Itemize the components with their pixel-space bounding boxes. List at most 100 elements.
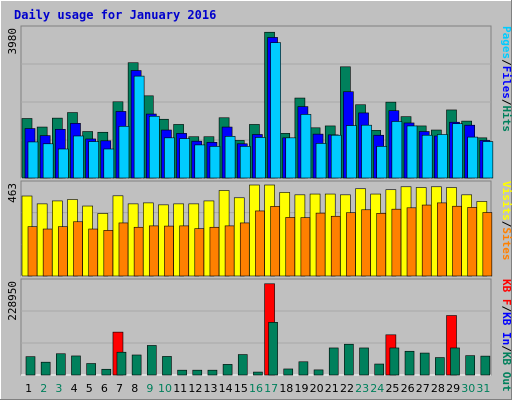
bar-sites-day-8 bbox=[133, 226, 144, 277]
day-label-3: 3 bbox=[55, 382, 62, 395]
bar-sites-day-31 bbox=[482, 212, 493, 277]
day-label-29: 29 bbox=[446, 382, 460, 395]
bar-kb-out-day-10 bbox=[162, 356, 172, 376]
bar-kb-out-day-9 bbox=[146, 345, 157, 376]
day-label-12: 12 bbox=[188, 382, 202, 395]
bar-kb-out-day-7 bbox=[116, 351, 127, 376]
bar-pages-day-26 bbox=[406, 125, 418, 179]
bar-kb-out-day-29 bbox=[450, 347, 460, 376]
legend-1: Pages/Files/Hits bbox=[500, 26, 512, 132]
series-sites bbox=[27, 202, 493, 277]
bar-pages-day-29 bbox=[452, 123, 463, 179]
bar-pages-day-9 bbox=[148, 115, 160, 179]
bar-kb-out-day-6 bbox=[101, 368, 112, 376]
bar-pages-day-6 bbox=[103, 148, 115, 179]
bar-pages-day-31 bbox=[482, 141, 494, 179]
legend-pages: Pages bbox=[500, 26, 512, 59]
day-label-18: 18 bbox=[279, 382, 293, 395]
series-visits bbox=[21, 184, 488, 277]
chart-title: Daily usage for January 2016 bbox=[14, 8, 216, 22]
bar-pages-day-5 bbox=[88, 141, 99, 179]
day-label-15: 15 bbox=[234, 382, 248, 395]
day-label-6: 6 bbox=[101, 382, 108, 395]
bar-pages-day-15 bbox=[239, 146, 251, 179]
bar-kb-out-day-17 bbox=[268, 322, 278, 376]
bar-sites-day-6 bbox=[103, 230, 114, 277]
legend-kb-out: KB Out bbox=[500, 352, 512, 392]
legend-separator: / bbox=[500, 221, 512, 228]
bar-pages-day-2 bbox=[42, 143, 54, 179]
bar-sites-day-22 bbox=[346, 212, 356, 277]
legend-separator: / bbox=[500, 59, 512, 66]
bar-pages-day-17 bbox=[270, 42, 281, 179]
legend-separator: / bbox=[500, 99, 512, 106]
day-label-1: 1 bbox=[25, 382, 32, 395]
bar-sites-day-16 bbox=[255, 210, 265, 277]
bar-kb-out-day-11 bbox=[177, 369, 187, 376]
bar-pages-day-7 bbox=[118, 126, 130, 179]
bar-sites-day-4 bbox=[73, 221, 83, 277]
svg-text:KB F/KB In/KB Out: KB F/KB In/KB Out bbox=[500, 279, 512, 392]
day-label-11: 11 bbox=[173, 382, 187, 395]
bar-kb-out-day-16 bbox=[253, 371, 263, 376]
svg-text:Pages/Files/Hits: Pages/Files/Hits bbox=[500, 26, 512, 132]
bar-kb-out-day-22 bbox=[344, 343, 354, 376]
day-label-19: 19 bbox=[294, 382, 308, 395]
bar-kb-out-day-5 bbox=[86, 363, 96, 376]
legend-visits: Visits bbox=[500, 181, 512, 221]
bar-sites-day-12 bbox=[194, 228, 205, 277]
bar-kb-out-day-13 bbox=[207, 369, 218, 376]
bar-kb-out-day-1 bbox=[25, 356, 36, 376]
legend-separator: / bbox=[500, 345, 512, 352]
bar-sites-day-26 bbox=[406, 207, 417, 277]
bar-pages-day-28 bbox=[437, 134, 448, 179]
legend-2: Visits/Sites bbox=[500, 181, 512, 261]
bar-pages-day-1 bbox=[27, 141, 39, 179]
day-label-16: 16 bbox=[249, 382, 263, 395]
bar-pages-day-30 bbox=[467, 136, 478, 179]
day-label-13: 13 bbox=[204, 382, 218, 395]
bar-pages-day-8 bbox=[133, 75, 145, 179]
bar-kb-out-day-30 bbox=[465, 355, 475, 376]
legend-kb-f: KB F bbox=[500, 279, 512, 306]
bar-kb-out-day-23 bbox=[359, 347, 369, 376]
bar-sites-day-5 bbox=[88, 228, 98, 277]
day-label-2: 2 bbox=[40, 382, 47, 395]
day-label-21: 21 bbox=[325, 382, 339, 395]
bar-sites-day-23 bbox=[361, 209, 371, 277]
bar-sites-day-27 bbox=[421, 204, 432, 277]
legend-sites: Sites bbox=[500, 227, 512, 260]
day-label-20: 20 bbox=[310, 382, 324, 395]
bar-kb-out-day-24 bbox=[374, 363, 385, 376]
bar-sites-day-30 bbox=[467, 207, 477, 277]
bar-sites-day-15 bbox=[239, 222, 250, 277]
day-label-17: 17 bbox=[264, 382, 278, 395]
bar-pages-day-21 bbox=[330, 134, 342, 179]
bar-pages-day-27 bbox=[421, 134, 433, 179]
legend-3: KB F/KB In/KB Out bbox=[500, 279, 512, 392]
day-label-30: 30 bbox=[461, 382, 475, 395]
bar-kb-out-day-4 bbox=[71, 355, 81, 376]
legend-hits: Hits bbox=[500, 106, 512, 133]
bar-pages-day-19 bbox=[300, 114, 312, 179]
bar-kb-out-day-28 bbox=[435, 357, 445, 376]
bar-sites-day-17 bbox=[270, 206, 280, 277]
bar-pages-day-3 bbox=[58, 148, 69, 179]
bar-kb-out-day-3 bbox=[56, 353, 66, 376]
bar-sites-day-28 bbox=[437, 202, 447, 277]
bar-sites-day-11 bbox=[179, 225, 189, 277]
day-label-5: 5 bbox=[86, 382, 93, 395]
day-label-10: 10 bbox=[158, 382, 172, 395]
bar-pages-day-22 bbox=[346, 125, 357, 179]
bar-kb-out-day-26 bbox=[404, 350, 415, 376]
day-label-26: 26 bbox=[401, 382, 415, 395]
bar-sites-day-19 bbox=[300, 217, 311, 277]
legend-files: Files bbox=[500, 66, 512, 99]
bar-kb-out-day-12 bbox=[192, 369, 203, 376]
bar-sites-day-10 bbox=[164, 225, 174, 277]
bar-pages-day-4 bbox=[73, 135, 84, 179]
y-max-label: 463 bbox=[6, 183, 19, 203]
bar-pages-day-24 bbox=[376, 146, 388, 179]
day-label-23: 23 bbox=[355, 382, 369, 395]
bar-kb-out-day-25 bbox=[389, 347, 400, 376]
